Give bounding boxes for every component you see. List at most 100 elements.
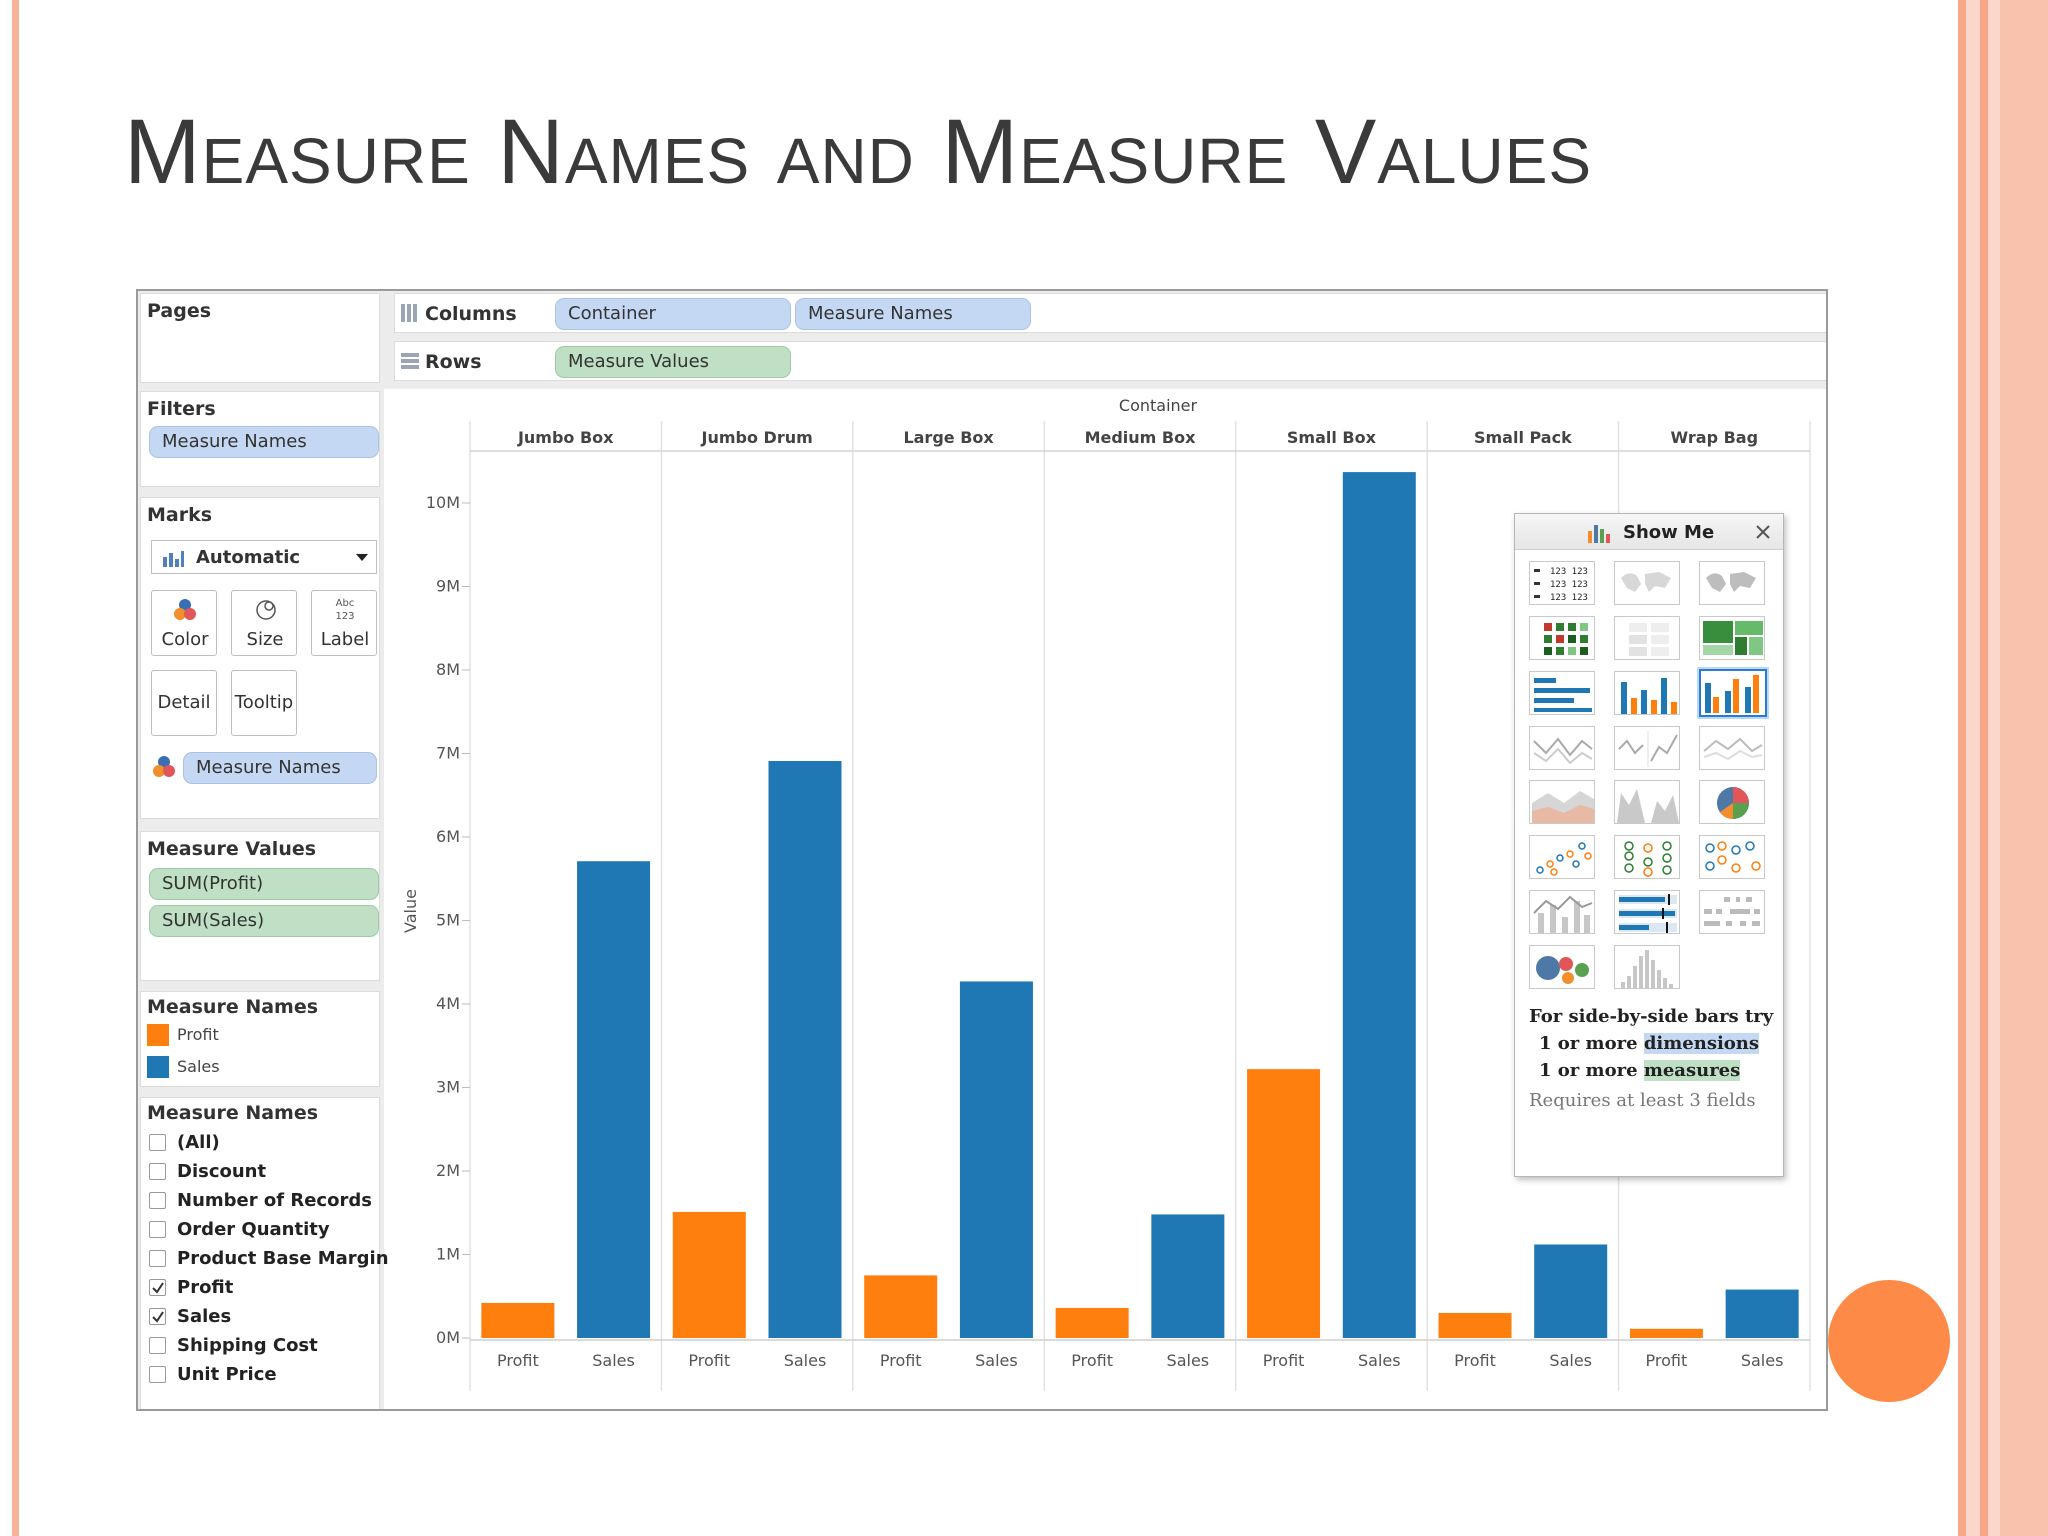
- color-button[interactable]: Color: [151, 590, 217, 656]
- chart-type-side-by-side-bars[interactable]: [1699, 669, 1767, 717]
- chart-type-pie[interactable]: [1699, 780, 1765, 824]
- legend-swatch-sales: [147, 1056, 169, 1078]
- close-icon[interactable]: [1755, 524, 1771, 540]
- filter-checkbox[interactable]: [149, 1250, 166, 1267]
- filter-item-label[interactable]: (All): [177, 1132, 220, 1153]
- bar-sales[interactable]: [1151, 1214, 1225, 1338]
- x-tick-label: Profit: [1263, 1351, 1305, 1370]
- check-icon: [152, 1282, 164, 1294]
- filter-checkbox[interactable]: [149, 1308, 166, 1325]
- chart-type-filled-map[interactable]: [1699, 561, 1765, 605]
- bar-profit[interactable]: [1247, 1069, 1321, 1338]
- bar-sales[interactable]: [1342, 472, 1416, 1339]
- chart-type-text-table[interactable]: 123 123 123 123 123 123: [1529, 561, 1595, 605]
- bar-profit[interactable]: [1438, 1312, 1512, 1338]
- y-tick-label: 6M: [436, 827, 460, 846]
- chart-type-circle-view[interactable]: [1614, 835, 1680, 879]
- y-tick-label: 2M: [436, 1161, 460, 1180]
- filter-checkbox[interactable]: [149, 1192, 166, 1209]
- x-tick-label: Sales: [1741, 1351, 1784, 1370]
- chart-type-side-by-side-circles[interactable]: [1699, 835, 1765, 879]
- scatter-plot-icon: [1536, 842, 1592, 876]
- filter-item-label[interactable]: Number of Records: [177, 1190, 372, 1211]
- filter-item-label[interactable]: Product Base Margin: [177, 1248, 389, 1269]
- pages-card[interactable]: Pages: [140, 293, 380, 383]
- x-tick-label: Sales: [1549, 1351, 1592, 1370]
- chart-type-lines-continuous[interactable]: [1529, 726, 1595, 770]
- show-me-requirement: Requires at least 3 fields: [1529, 1090, 1756, 1111]
- label-button[interactable]: Abc 123 Label: [311, 590, 377, 656]
- x-tick-label: Sales: [1358, 1351, 1401, 1370]
- mark-type-select[interactable]: Automatic: [151, 540, 377, 574]
- legend-label-profit: Profit: [177, 1025, 219, 1044]
- filter-checkbox[interactable]: [149, 1366, 166, 1383]
- chart-type-highlight-table[interactable]: [1614, 616, 1680, 660]
- chart-type-treemap[interactable]: [1699, 616, 1765, 660]
- x-tick-label: Profit: [1454, 1351, 1496, 1370]
- x-tick-label: Profit: [1646, 1351, 1688, 1370]
- size-button[interactable]: Size: [231, 590, 297, 656]
- show-me-hint-measures: 1 or more measures: [1539, 1060, 1741, 1081]
- chart-type-symbol-map[interactable]: [1614, 561, 1680, 605]
- hint-dimensions: dimensions: [1643, 1033, 1760, 1054]
- filter-checkbox[interactable]: [149, 1337, 166, 1354]
- tooltip-button[interactable]: Tooltip: [231, 670, 297, 736]
- chart-type-dual-line[interactable]: [1699, 726, 1765, 770]
- detail-button[interactable]: Detail: [151, 670, 217, 736]
- chart-type-gantt[interactable]: [1699, 890, 1765, 934]
- filter-checkbox[interactable]: [149, 1134, 166, 1151]
- circle-view-icon: [1624, 841, 1672, 877]
- bar-profit[interactable]: [864, 1275, 938, 1338]
- rows-shelf[interactable]: Rows Measure Values: [394, 341, 1826, 381]
- filter-checkbox[interactable]: [149, 1163, 166, 1180]
- chart-type-bullet-graph[interactable]: [1614, 890, 1680, 934]
- filters-card[interactable]: Filters Measure Names: [140, 391, 380, 487]
- columns-pill-measure-names[interactable]: Measure Names: [795, 298, 1031, 330]
- columns-pill-container[interactable]: Container: [555, 298, 791, 330]
- abc-123-icon: Abc 123: [335, 598, 354, 622]
- slide-right-line: [1958, 0, 1966, 1536]
- bar-profit[interactable]: [1629, 1328, 1703, 1338]
- svg-text:123 123: 123 123: [1550, 580, 1588, 590]
- area-chart-icon: [1532, 791, 1594, 823]
- chart-type-histogram[interactable]: [1614, 945, 1680, 989]
- filter-item-label[interactable]: Profit: [177, 1277, 234, 1298]
- filter-pill-measure-names[interactable]: Measure Names: [149, 426, 379, 458]
- chart-type-packed-bubbles[interactable]: [1529, 945, 1595, 989]
- bar-sales[interactable]: [1534, 1244, 1608, 1338]
- filter-item-label[interactable]: Discount: [177, 1161, 267, 1182]
- chart-type-lines-discrete[interactable]: [1614, 726, 1680, 770]
- filter-item-label[interactable]: Sales: [177, 1306, 232, 1327]
- filter-item-label[interactable]: Order Quantity: [177, 1219, 330, 1240]
- filter-item-label[interactable]: Unit Price: [177, 1364, 277, 1385]
- chart-type-scatter[interactable]: [1529, 835, 1595, 879]
- rows-pill-measure-values[interactable]: Measure Values: [555, 346, 791, 378]
- marks-color-pill[interactable]: Measure Names: [183, 752, 377, 784]
- slide-right-edge: [2000, 0, 2048, 1536]
- filter-item-label[interactable]: Shipping Cost: [177, 1335, 318, 1356]
- columns-shelf[interactable]: Columns Container Measure Names: [394, 293, 1826, 333]
- bar-sales[interactable]: [1725, 1289, 1799, 1338]
- highlight-table-icon: [1629, 623, 1669, 656]
- measure-pill-profit[interactable]: SUM(Profit): [149, 868, 379, 900]
- bar-sales[interactable]: [577, 861, 651, 1338]
- chart-type-area-continuous[interactable]: [1529, 780, 1595, 824]
- show-me-hint: For side-by-side bars try: [1529, 1006, 1774, 1027]
- filter-checkbox[interactable]: [149, 1221, 166, 1238]
- bar-profit[interactable]: [481, 1302, 555, 1338]
- label-button-label: Label: [320, 629, 370, 650]
- bar-profit[interactable]: [1055, 1307, 1129, 1338]
- heat-map-icon: [1544, 623, 1588, 655]
- bar-sales[interactable]: [768, 761, 842, 1338]
- chart-type-dual-combination[interactable]: [1529, 890, 1595, 934]
- chart-type-heat-map[interactable]: [1529, 616, 1595, 660]
- chart-type-horizontal-bars[interactable]: [1529, 671, 1595, 715]
- svg-text:123 123: 123 123: [1550, 567, 1588, 577]
- chart-type-area-discrete[interactable]: [1614, 780, 1680, 824]
- bar-profit[interactable]: [672, 1211, 746, 1338]
- bar-sales[interactable]: [959, 981, 1033, 1338]
- measure-pill-sales[interactable]: SUM(Sales): [149, 905, 379, 937]
- area-discrete-icon: [1617, 789, 1679, 823]
- chart-type-stacked-bars[interactable]: [1614, 671, 1680, 715]
- filter-checkbox[interactable]: [149, 1279, 166, 1296]
